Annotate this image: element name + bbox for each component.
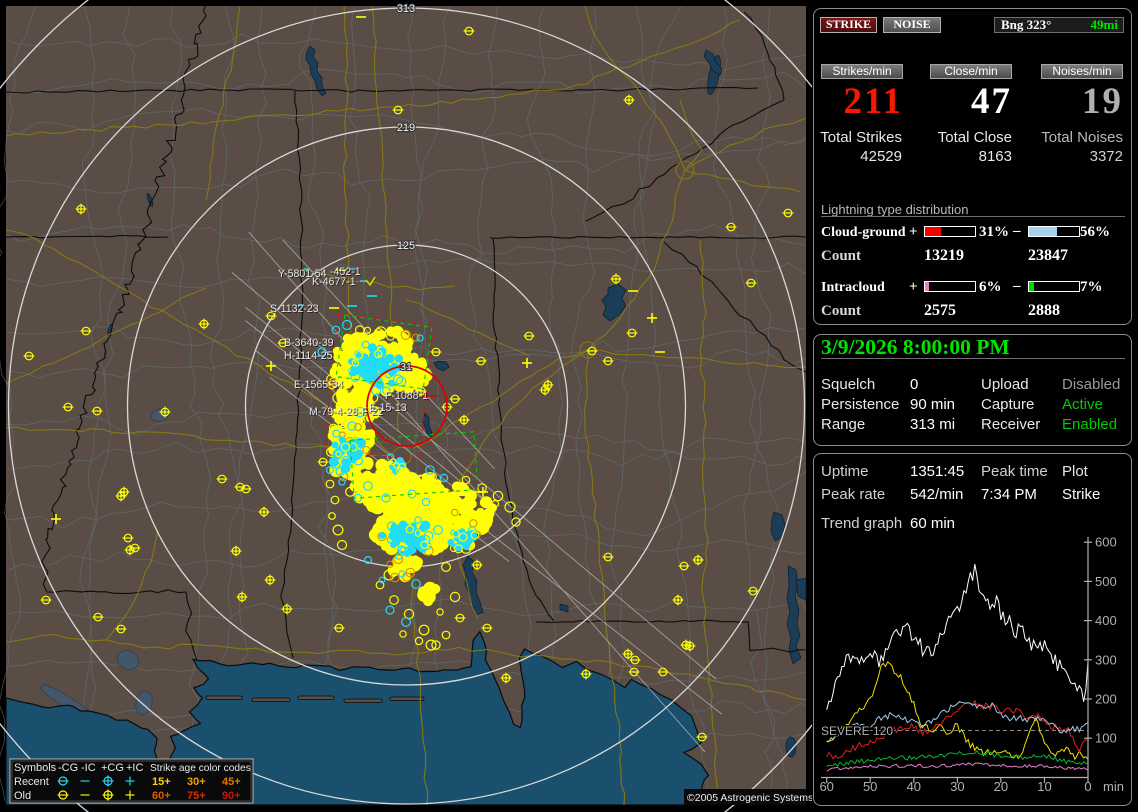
svg-text:219: 219: [397, 122, 415, 134]
svg-text:90+: 90+: [222, 790, 241, 802]
svg-text:Strike age color codes: Strike age color codes: [150, 763, 251, 774]
svg-text:Symbols: Symbols: [14, 762, 57, 774]
svg-text:-452-1: -452-1: [330, 266, 361, 278]
svg-text:50: 50: [863, 779, 877, 794]
svg-text:200: 200: [1095, 692, 1117, 707]
svg-text:+CG: +CG: [101, 762, 124, 774]
svg-text:M-79-4-28-F-22: M-79-4-28-F-22: [309, 406, 383, 418]
svg-text:min: min: [1103, 779, 1124, 794]
svg-text:300: 300: [1095, 652, 1117, 667]
svg-text:30+: 30+: [187, 776, 206, 788]
svg-text:400: 400: [1095, 613, 1117, 628]
svg-text:Y-5801-54: Y-5801-54: [278, 268, 327, 280]
svg-text:Recent: Recent: [14, 776, 49, 788]
svg-text:30: 30: [950, 779, 964, 794]
svg-text:Old: Old: [14, 790, 31, 802]
svg-text:500: 500: [1095, 574, 1117, 589]
svg-text:-IC: -IC: [81, 762, 96, 774]
svg-text:60: 60: [819, 779, 833, 794]
svg-text:45+: 45+: [222, 776, 241, 788]
svg-text:313: 313: [397, 3, 415, 15]
svg-text:15+: 15+: [152, 776, 171, 788]
svg-text:K-4677-1: K-4677-1: [312, 276, 356, 288]
svg-text:75+: 75+: [187, 790, 206, 802]
svg-text:+IC: +IC: [126, 762, 143, 774]
svg-text:-CG: -CG: [58, 762, 78, 774]
svg-text:20: 20: [994, 779, 1008, 794]
svg-text:B-3640-39: B-3640-39: [284, 337, 334, 349]
svg-text:SEVERE 120: SEVERE 120: [821, 724, 893, 738]
svg-text:©2005 Astrogenic Systems: ©2005 Astrogenic Systems: [687, 792, 812, 804]
svg-text:S-1132-23: S-1132-23: [270, 303, 319, 315]
svg-text:600: 600: [1095, 535, 1117, 550]
svg-text:31: 31: [400, 361, 412, 373]
svg-text:10: 10: [1037, 779, 1051, 794]
svg-text:H-1114-25: H-1114-25: [284, 350, 333, 362]
svg-text:E-15-13: E-15-13: [369, 402, 407, 414]
svg-text:E-1565-34: E-1565-34: [294, 379, 344, 391]
svg-text:60+: 60+: [152, 790, 171, 802]
svg-text:100: 100: [1095, 731, 1117, 746]
svg-text:40: 40: [907, 779, 921, 794]
svg-text:F-1088-1: F-1088-1: [385, 390, 428, 402]
svg-text:0: 0: [1084, 779, 1091, 794]
svg-text:125: 125: [397, 240, 415, 252]
